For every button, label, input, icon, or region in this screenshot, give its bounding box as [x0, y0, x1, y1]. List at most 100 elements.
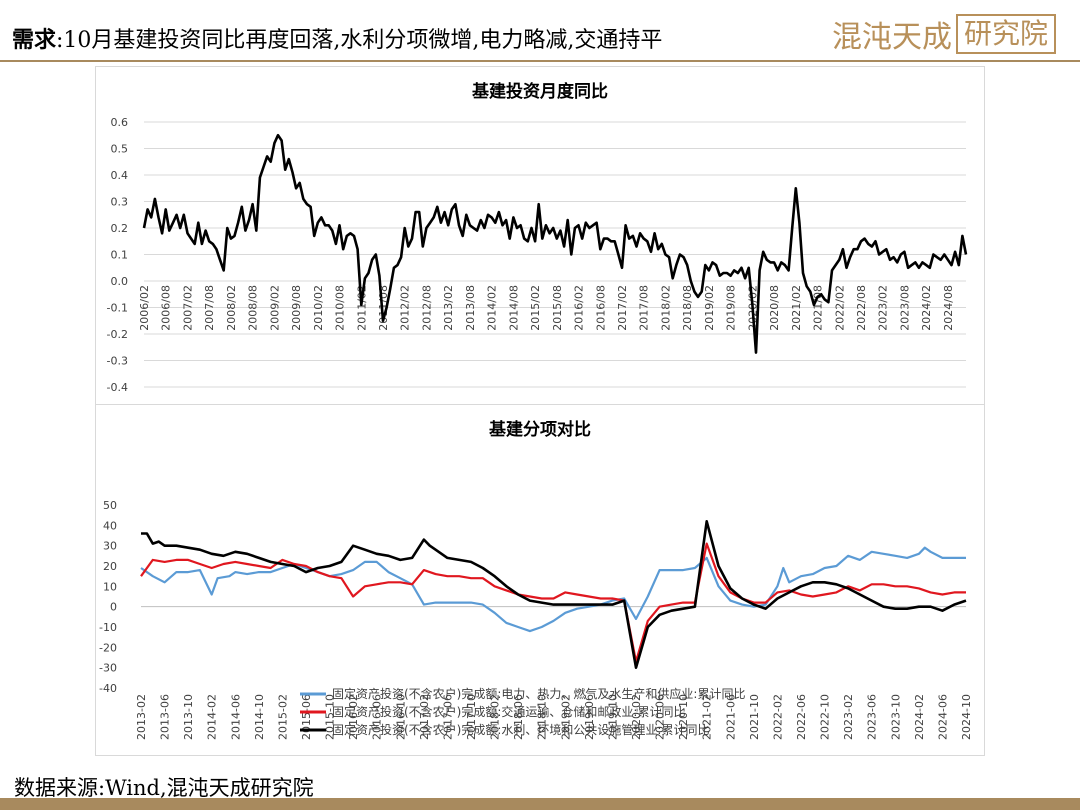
chart-frame: 基建投资月度同比 -0.4 -0.3 -0.2 -0.1 0.0 0.1 0.2 0.3 0.4…: [95, 66, 985, 756]
page-title: 需求:10月基建投资同比再度回落,水利分项微增,电力略减,交通持平: [12, 22, 662, 54]
chart2-x-tick: 2014-10: [253, 694, 266, 740]
chart2-x-tick: 2013-06: [159, 694, 172, 740]
chart2-x-tick: 2017-06: [441, 694, 454, 740]
chart1-y-tick: -0.1: [107, 302, 128, 315]
chart1-x-tick: 2014/02: [486, 285, 499, 331]
chart2-x-tick: 2023-02: [842, 694, 855, 740]
chart2-y-tick: 0: [110, 601, 117, 614]
chart1-x-tick: 2021/02: [790, 285, 803, 331]
chart2-y-axis: -40 -30 -20 -10 0 10 20 30 40 50: [99, 499, 117, 695]
chart2-x-tick: 2013-10: [182, 694, 195, 740]
chart2-x-tick: 2014-06: [229, 694, 242, 740]
chart2-x-tick: 2019-02: [559, 694, 572, 740]
chart1-x-tick: 2017/02: [616, 285, 629, 331]
chart2-x-tick: 2020-02: [630, 694, 643, 740]
chart2-legend-label: 固定资产投资(不含农户)完成额:电力、热力、燃气及水生产和供应业:累计同比: [332, 686, 745, 701]
chart1-x-tick: 2007/02: [181, 285, 194, 331]
chart1-x-tick: 2015/02: [529, 285, 542, 331]
footer-rule: [0, 798, 1080, 810]
chart1-x-tick: 2014/08: [507, 285, 520, 331]
chart2-y-tick: 20: [103, 560, 117, 573]
chart2-x-tick: 2021-06: [724, 694, 737, 740]
chart2-x-tick: 2014-02: [206, 694, 219, 740]
chart1-y-tick: 0.0: [111, 275, 129, 288]
page-title-text: :10月基建投资同比再度回落,水利分项微增,电力略减,交通持平: [56, 28, 663, 53]
chart2-x-tick: 2021-10: [748, 694, 761, 740]
chart1-x-tick: 2023/02: [877, 285, 890, 331]
chart2-title: 基建分项对比: [488, 419, 591, 440]
chart1-x-tick: 2019/08: [725, 285, 738, 331]
chart1-x-tick: 2016/08: [594, 285, 607, 331]
chart2-x-tick: 2017-10: [465, 694, 478, 740]
brand-logo: 混沌天成 研究院: [832, 12, 1056, 56]
chart2-x-tick: 2016-06: [371, 694, 384, 740]
chart1-y-tick: -0.3: [107, 355, 128, 368]
chart1-x-tick: 2018/08: [681, 285, 694, 331]
chart2-y-tick: 40: [103, 519, 117, 532]
chart1-x-tick: 2010/08: [334, 285, 347, 331]
chart1-y-tick: 0.5: [111, 143, 129, 156]
chart1-x-tick: 2023/08: [898, 285, 911, 331]
chart1-x-tick: 2021/08: [812, 285, 825, 331]
chart2-x-tick: 2018-06: [512, 694, 525, 740]
chart2-x-tick: 2021-02: [701, 694, 714, 740]
chart2-x-tick: 2024-02: [913, 694, 926, 740]
brand-box: 研究院: [955, 14, 1056, 54]
chart1-x-axis: 2006/02 2006/08 2007/02 2007/08 2008/02 2008/…: [138, 285, 955, 331]
chart2-x-tick: 2019-06: [583, 694, 596, 740]
chart2-x-tick: 2015-10: [324, 694, 337, 740]
chart1-grid: [144, 121, 966, 388]
chart1-x-tick: 2022/02: [833, 285, 846, 331]
chart1-x-tick: 2013/02: [442, 285, 455, 331]
chart1-x-tick: 2011/08: [377, 285, 390, 331]
chart1-x-tick: 2009/08: [290, 285, 303, 331]
chart1-x-tick: 2022/08: [855, 285, 868, 331]
chart1-x-tick: 2017/08: [638, 285, 651, 331]
chart2-x-tick: 2015-06: [300, 694, 313, 740]
chart2-x-tick: 2019-10: [606, 694, 619, 740]
chart1-y-tick: 0.6: [111, 116, 129, 129]
chart1-lines: [142, 133, 968, 354]
chart2-y-tick: 10: [103, 580, 117, 593]
chart1-x-tick: 2019/02: [703, 285, 716, 331]
chart1-x-tick: 2010/02: [312, 285, 325, 331]
chart2-x-axis: 2013-02 2013-06 2013-10 2014-02 2014-06 2014-…: [135, 694, 973, 740]
chart1-x-tick: 2015/08: [551, 285, 564, 331]
chart1-y-tick: -0.4: [107, 381, 128, 394]
chart1-series-line: [142, 133, 968, 354]
chart2-x-tick: 2023-10: [889, 694, 902, 740]
chart2-lines: [140, 520, 967, 669]
chart2-legend-label: 固定资产投资(不含农户)完成额:交通运输、仓储和邮政业:累计同比: [332, 704, 685, 719]
chart2-x-tick: 2023-06: [866, 694, 879, 740]
chart1-y-tick: 0.3: [111, 196, 129, 209]
chart2-x-tick: 2024-06: [936, 694, 949, 740]
chart2-x-tick: 2022-06: [795, 694, 808, 740]
chart-infra-yoy: 基建投资月度同比 -0.4 -0.3 -0.2 -0.1 0.0 0.1 0.2 0.3 0.4…: [107, 81, 968, 394]
chart1-y-axis: -0.4 -0.3 -0.2 -0.1 0.0 0.1 0.2 0.3 0.4 0.5 0.6: [107, 116, 128, 394]
chart2-series-line-3: [141, 520, 967, 669]
chart1-x-tick: 2013/08: [464, 285, 477, 331]
chart2-x-tick: 2020-06: [654, 694, 667, 740]
chart1-y-tick: 0.1: [111, 249, 129, 262]
chart1-title: 基建投资月度同比: [471, 81, 608, 102]
chart2-y-tick: -40: [99, 682, 117, 695]
chart2-legend: 固定资产投资(不含农户)完成额:电力、热力、燃气及水生产和供应业:累计同比固定资…: [300, 686, 745, 737]
chart1-x-tick: 2006/08: [160, 285, 173, 331]
chart1-x-tick: 2008/02: [225, 285, 238, 331]
chart2-x-tick: 2015-02: [276, 694, 289, 740]
chart1-y-tick: 0.4: [111, 169, 129, 182]
chart1-x-tick: 2007/08: [203, 285, 216, 331]
chart2-y-tick: 50: [103, 499, 117, 512]
chart1-x-tick: 2006/02: [138, 285, 151, 331]
chart1-x-tick: 2020/08: [768, 285, 781, 331]
chart1-x-tick: 2024/02: [920, 285, 933, 331]
chart1-y-tick: 0.2: [111, 222, 129, 235]
chart2-x-tick: 2016-10: [394, 694, 407, 740]
chart2-x-tick: 2024-10: [960, 694, 973, 740]
chart2-x-tick: 2016-02: [347, 694, 360, 740]
chart2-x-tick: 2017-02: [418, 694, 431, 740]
chart1-x-tick: 2008/08: [247, 285, 260, 331]
page-title-lead: 需求: [12, 27, 57, 53]
chart2-x-tick: 2018-10: [536, 694, 549, 740]
